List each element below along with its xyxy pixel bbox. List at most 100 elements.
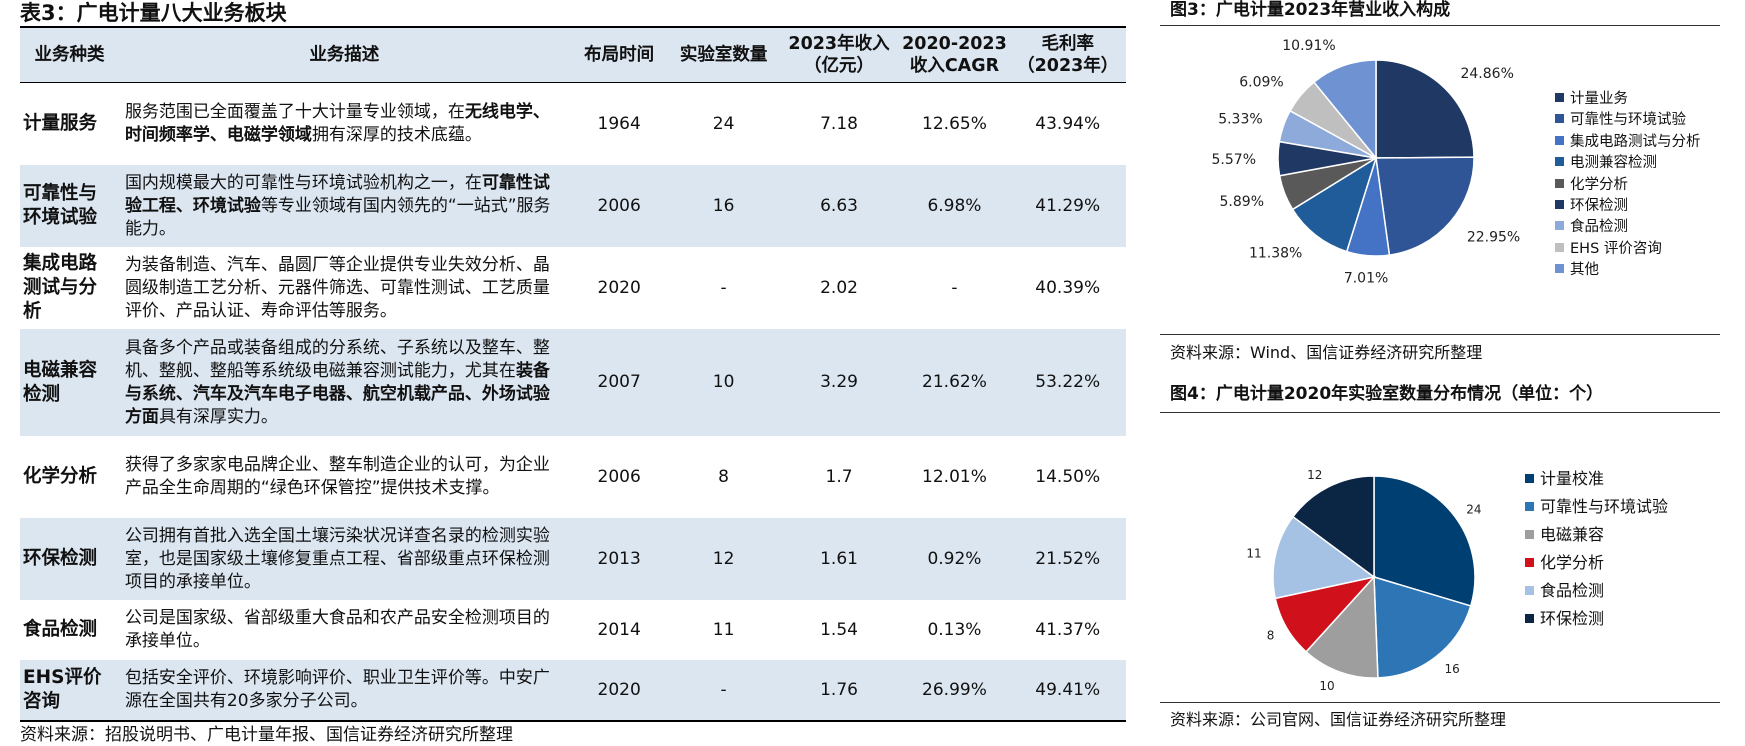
segment-description: 服务范围已全面覆盖了十大计量专业领域，在无线电学、时间频率学、电磁学领域拥有深厚… xyxy=(119,83,570,166)
legend-swatch xyxy=(1555,93,1564,102)
table-row: 集成电路测试与分析 为装备制造、汽车、晶圆厂等企业提供专业失效分析、晶圆级制造工艺… xyxy=(20,247,1126,329)
column-header: 业务描述 xyxy=(118,26,570,83)
table-row: EHS评价咨询 包括安全评价、环境影响评价、职业卫生评价等。中安广源在全国共有20… xyxy=(20,660,1126,722)
gross-margin: 14.50% xyxy=(1035,466,1101,487)
data-label: 6.09% xyxy=(1239,74,1283,90)
revenue-2023: 1.61 xyxy=(778,518,900,600)
pie-slice xyxy=(1375,59,1475,159)
revenue-cagr: - xyxy=(951,277,958,298)
legend-label: 计量业务 xyxy=(1570,91,1628,107)
legend-swatch xyxy=(1555,157,1564,167)
revenue-2023: 6.63 xyxy=(778,165,900,247)
table-source: 资料来源：招股说明书、广电计量年报、国信证券经济研究所整理 xyxy=(20,725,513,745)
pie-slice xyxy=(1272,515,1376,600)
legend-label: 环保检测 xyxy=(1570,198,1628,214)
segment-description: 公司拥有首批入选全国土壤污染状况详查名录的检测实验室，也是国家级土壤修复重点工程… xyxy=(118,518,570,600)
labs-pie-figure: 图4：广电计量2020年实验室数量分布情况（单位：个） 24 16 10 8 11 12 … xyxy=(1160,380,1735,729)
divider xyxy=(1160,25,1720,26)
description-text: 包括安全评价、环境影响评价、职业卫生评价等。中安广源在全国共有20多家分子公司。 xyxy=(124,668,550,711)
divider xyxy=(1160,334,1720,335)
legend-swatch xyxy=(1525,474,1534,483)
segment-name: 电磁兼容检测 xyxy=(20,329,119,436)
description-text: 获得了多家家电品牌企业、整车制造企业的认可，为企业产品全生命周期的“绿色环保管控… xyxy=(124,455,550,498)
legend-item: 环保检测 xyxy=(1555,197,1628,215)
legend-label: 食品检测 xyxy=(1570,219,1628,236)
data-label: 11.38% xyxy=(1249,246,1302,262)
segment-name: 食品检测 xyxy=(23,619,98,640)
legend-swatch xyxy=(1525,530,1534,539)
legend-label: 可靠性与环境试验 xyxy=(1570,112,1686,129)
revenue-2023: 7.18 xyxy=(820,113,858,134)
launch-year: 2007 xyxy=(569,329,669,436)
legend-item: 食品检测 xyxy=(1525,582,1604,600)
table-header-row: 业务种类 业务描述 布局时间 实验室数量 2023年收入 （亿元） 2020-2023 收… xyxy=(20,26,1126,83)
segment-description: 公司是国家级、省部级重大食品和农产品安全检测项目的承接单位。 xyxy=(119,600,570,660)
legend-label: 环保检测 xyxy=(1540,609,1605,628)
legend-swatch xyxy=(1555,221,1564,231)
legend-swatch xyxy=(1525,586,1534,595)
labs-pie-chart: 24 16 10 8 11 12 xyxy=(1246,468,1481,693)
segment-name: 集成电路测试与分析 xyxy=(23,253,98,322)
segment-description: 获得了多家家电品牌企业、整车制造企业的认可，为企业产品全生命周期的“绿色环保管控… xyxy=(119,436,570,518)
revenue-pie-chart: 24.86% 22.95% 7.01% 11.38% 5.89% 5.57% 5.33% 6.… xyxy=(1212,38,1521,287)
legend-label: 集成电路测试与分析 xyxy=(1570,133,1701,150)
revenue-2023: 1.76 xyxy=(778,660,900,722)
revenue-pie-figure: 图3：广电计量2023年营业收入构成 24.86% 22.95% 7.01% 11.3… xyxy=(1160,0,1735,362)
legend-swatch xyxy=(1555,135,1564,145)
gross-margin: 21.52% xyxy=(1009,518,1126,600)
legend-swatch xyxy=(1555,242,1564,252)
description-text: 公司拥有首批入选全国土壤污染状况详查名录的检测实验室，也是国家级土壤修复重点工程… xyxy=(124,525,550,592)
legend-label: 可靠性与环境试验 xyxy=(1540,497,1669,516)
description-text: 具有深厚实力。 xyxy=(158,406,278,427)
lab-count: 8 xyxy=(718,466,729,487)
data-label: 22.95% xyxy=(1467,229,1520,245)
launch-year: 2006 xyxy=(569,165,669,247)
business-segments-table: 业务种类 业务描述 布局时间 实验室数量 2023年收入 （亿元） 2020-2023 收… xyxy=(20,26,1126,722)
legend-item: 化学分析 xyxy=(1555,176,1628,194)
segment-description: 包括安全评价、环境影响评价、职业卫生评价等。中安广源在全国共有20多家分子公司。 xyxy=(118,660,570,722)
gross-margin: 41.37% xyxy=(1035,619,1101,640)
revenue-cagr: 0.13% xyxy=(927,619,982,640)
legend-label: 化学分析 xyxy=(1570,176,1628,193)
launch-year: 2020 xyxy=(569,660,669,722)
legend-swatch xyxy=(1525,614,1534,623)
legend-swatch xyxy=(1525,558,1534,567)
description-text: 拥有深厚的技术底蕴。 xyxy=(311,125,482,145)
segment-name: EHS评价咨询 xyxy=(20,660,119,722)
legend-item: EHS 评价咨询 xyxy=(1555,240,1662,258)
lab-count: 11 xyxy=(712,619,735,640)
revenue-2023: 2.02 xyxy=(820,277,858,298)
data-label: 5.57% xyxy=(1212,152,1256,168)
segment-name: 环保检测 xyxy=(20,518,119,600)
chart-source: 资料来源：公司官网、国信证券经济研究所整理 xyxy=(1170,710,1507,729)
data-label: 12 xyxy=(1307,468,1322,482)
legend-item: 食品检测 xyxy=(1555,218,1628,236)
revenue-cagr: 26.99% xyxy=(899,660,1010,722)
divider xyxy=(1160,702,1720,703)
lab-count: - xyxy=(668,660,779,722)
legend-swatch xyxy=(1555,114,1564,124)
lab-count: 10 xyxy=(668,329,779,436)
launch-year: 1964 xyxy=(597,113,641,134)
pie-slice xyxy=(1373,475,1476,607)
legend-item: 环保检测 xyxy=(1525,610,1604,628)
lab-count: 24 xyxy=(712,113,735,134)
chart-legend: 计量业务 可靠性与环境试验 集成电路测试与分析 电测兼容检测 化学分析 环保检测 食品检测 E… xyxy=(1555,90,1735,310)
pie-slice xyxy=(1373,575,1472,679)
description-highlight: 无线电学、时间频率学、电磁学领域 xyxy=(124,102,550,145)
divider xyxy=(1160,412,1720,413)
lab-count: 12 xyxy=(668,518,779,600)
description-text: 等专业领域有国内领先的“一站式”服务能力。 xyxy=(124,195,551,239)
legend-label: 食品检测 xyxy=(1540,581,1605,600)
launch-year: 2006 xyxy=(597,466,641,487)
data-label: 8 xyxy=(1267,629,1275,643)
launch-year: 2013 xyxy=(569,518,669,600)
revenue-2023: 1.7 xyxy=(825,466,853,487)
revenue-cagr: 0.92% xyxy=(899,518,1010,600)
table-row: 食品检测 公司是国家级、省部级重大食品和农产品安全检测项目的承接单位。 2014 11… xyxy=(20,600,1126,660)
business-segments-table-section: 表3：广电计量八大业务板块 业务种类 业务描述 布局时间 实验室数量 2023年收入 （… xyxy=(20,0,1126,746)
legend-label: EHS 评价咨询 xyxy=(1570,240,1662,257)
legend-item: 集成电路测试与分析 xyxy=(1555,133,1701,151)
lab-count: 16 xyxy=(668,165,779,247)
data-label: 10 xyxy=(1319,679,1334,693)
